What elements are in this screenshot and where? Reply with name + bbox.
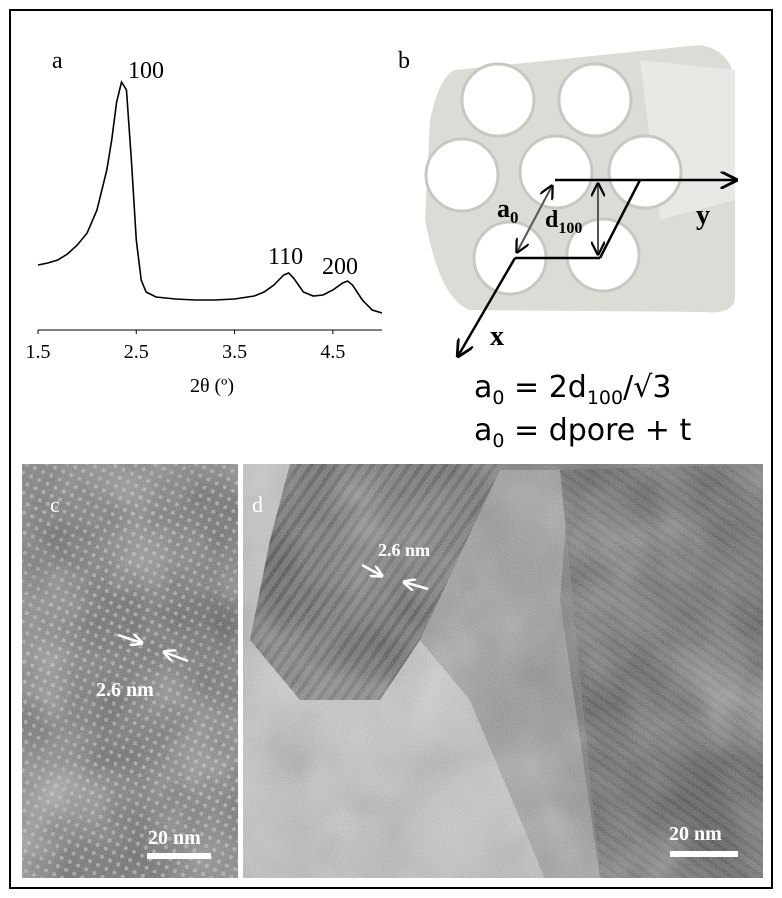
spacing-arrow <box>361 563 382 576</box>
tem-image <box>22 464 238 878</box>
pore <box>424 137 500 213</box>
panel-label: a <box>52 48 63 74</box>
xrd-curve <box>37 79 383 314</box>
xrd-chart: a 2θ (º) 1.5 2.5 3.5 4.5 100 110 200 <box>26 48 383 397</box>
spacing-label: 2.6 nm <box>378 540 430 560</box>
spacing-label: 2.6 nm <box>96 679 154 701</box>
x-tick-label: 4.5 <box>320 341 345 363</box>
a0-arrow <box>517 186 552 252</box>
x-tick-label: 1.5 <box>26 341 51 363</box>
spacing-arrow <box>164 652 189 663</box>
pore <box>607 134 683 210</box>
x-tick-label: 2.5 <box>124 341 149 363</box>
scale-bar-label: 20 nm <box>669 823 722 845</box>
eq-part: = 2d <box>504 370 586 405</box>
panel-divider <box>238 464 243 878</box>
image-noise <box>22 464 238 878</box>
peak-label: 200 <box>322 254 358 280</box>
scale-bar-label: 20 nm <box>148 827 201 849</box>
image-noise <box>243 464 763 878</box>
label-base: d <box>545 207 559 233</box>
panel-label: b <box>398 48 410 74</box>
eq-part: a <box>474 370 492 405</box>
eq-part: /√3 <box>623 370 671 405</box>
lattice-lines <box>458 180 736 356</box>
equation: a0 = dpore + t <box>474 413 691 452</box>
x-tick-label: 3.5 <box>222 341 247 363</box>
panel-label: d <box>252 492 263 517</box>
panel-label: c <box>50 492 60 517</box>
eq-part: a <box>474 413 492 448</box>
a0-label: a0 <box>497 194 519 227</box>
spacing-arrow <box>117 635 142 643</box>
pore <box>557 62 633 138</box>
scale-bar <box>670 851 738 857</box>
tem-image <box>243 464 763 878</box>
x-axis-arrow <box>458 257 517 356</box>
pore-diagram: b a0 d100 y x a0 = 2d100/√3 a0 = dpore +… <box>398 45 736 452</box>
x-axis-label: 2θ (º) <box>190 375 234 397</box>
pore <box>460 62 536 138</box>
x-label: x <box>490 321 504 352</box>
y-label: y <box>696 200 710 231</box>
eq-sub: 0 <box>492 387 504 409</box>
d100-label: d100 <box>545 207 582 237</box>
eq-part: = dpore + t <box>504 413 691 448</box>
pore <box>518 134 594 210</box>
scale-bar <box>147 853 211 859</box>
eq-sub: 100 <box>587 387 623 409</box>
peak-label: 110 <box>268 244 303 270</box>
spacing-arrow <box>404 582 429 589</box>
pores <box>424 62 683 296</box>
eq-sub: 0 <box>492 430 504 452</box>
label-sub: 0 <box>510 208 519 227</box>
cell-edge <box>598 179 642 259</box>
peak-label: 100 <box>128 58 164 84</box>
label-base: a <box>497 194 510 223</box>
label-sub: 100 <box>558 220 582 237</box>
equation: a0 = 2d100/√3 <box>474 370 671 409</box>
